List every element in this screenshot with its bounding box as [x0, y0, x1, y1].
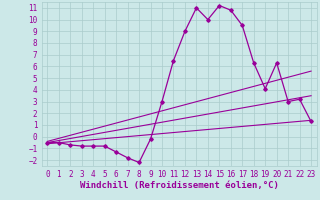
X-axis label: Windchill (Refroidissement éolien,°C): Windchill (Refroidissement éolien,°C)	[80, 181, 279, 190]
